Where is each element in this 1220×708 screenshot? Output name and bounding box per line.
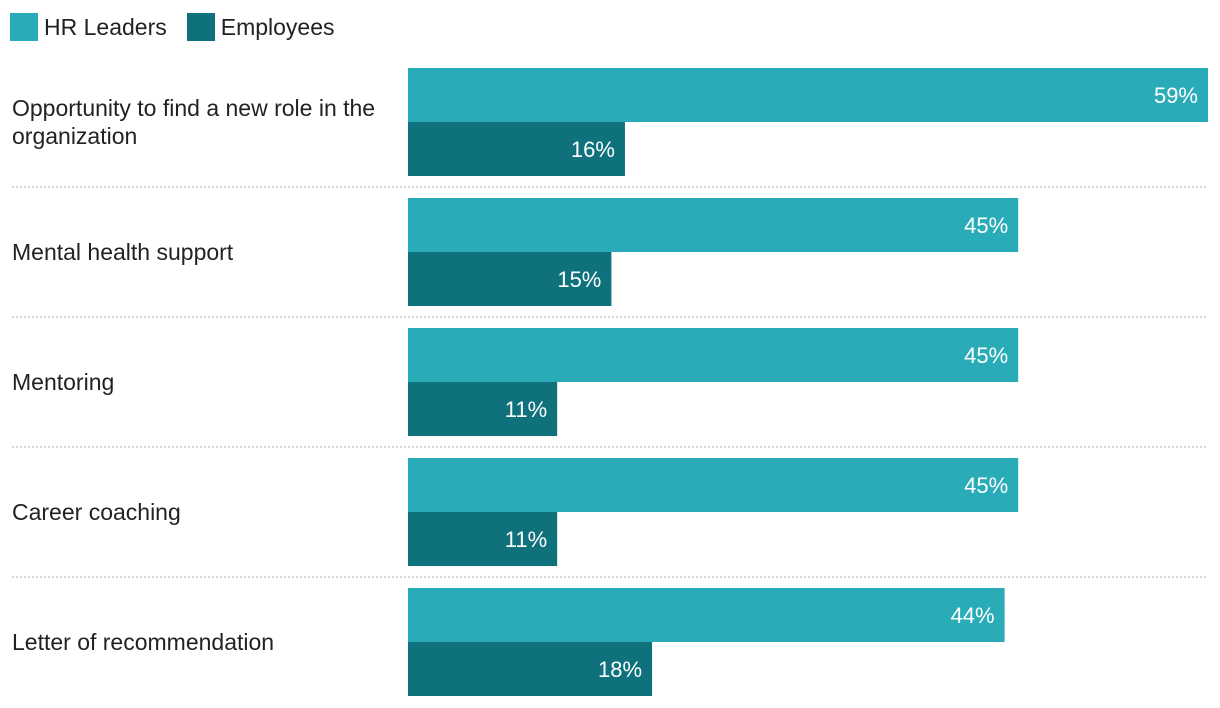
data-label: 59% (1154, 83, 1198, 108)
legend-item-hr-leaders: HR Leaders (10, 13, 167, 41)
bar-hr-leaders (408, 198, 1019, 252)
legend-item-employees: Employees (186, 13, 335, 41)
bar-hr-leaders (408, 68, 1208, 122)
data-label: 45% (964, 473, 1008, 498)
bar-employees (408, 252, 612, 306)
bar-employees (408, 642, 653, 696)
data-label: 45% (964, 213, 1008, 238)
bar-hr-leaders (408, 458, 1019, 512)
legend-label-employees: Employees (220, 13, 335, 40)
category-label: Career coaching (12, 499, 181, 525)
bar-hr-leaders (408, 328, 1019, 382)
category-label: Mental health support (12, 239, 234, 265)
category-label: Letter of recommendation (12, 629, 274, 655)
data-label: 45% (964, 343, 1008, 368)
category-label: Mentoring (12, 369, 114, 395)
data-label: 16% (571, 137, 615, 162)
data-label: 44% (951, 603, 995, 628)
bar-hr-leaders (408, 588, 1005, 642)
category-label: Opportunity to find a new role in the org… (12, 95, 375, 149)
bar-employees (408, 122, 625, 176)
legend-label-hr-leaders: HR Leaders (44, 13, 167, 40)
bar-employees (408, 512, 558, 566)
data-label: 15% (557, 267, 601, 292)
legend-swatch-hr-leaders (10, 13, 38, 41)
legend-swatch-employees (186, 13, 215, 41)
data-label: 18% (598, 657, 642, 682)
data-label: 11% (505, 397, 547, 422)
bar-employees (408, 382, 558, 436)
chart-legend: HR Leaders Employees (10, 12, 355, 42)
data-label: 11% (505, 527, 547, 552)
